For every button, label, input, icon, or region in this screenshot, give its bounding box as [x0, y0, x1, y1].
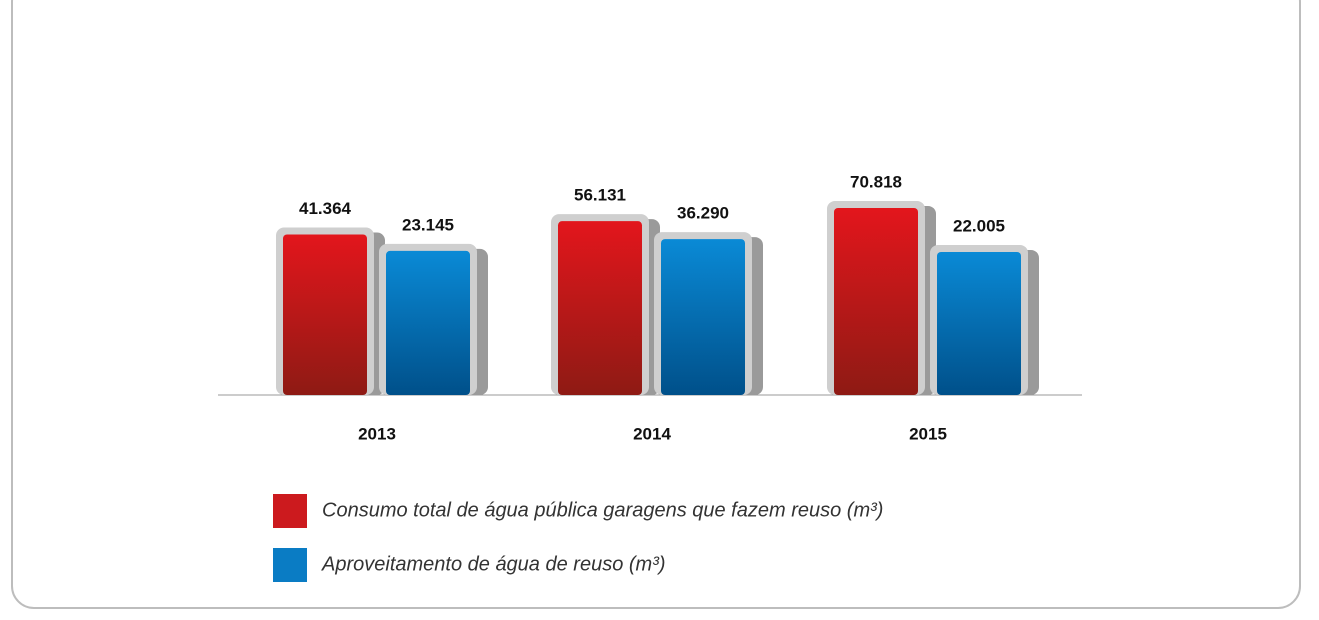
bar	[558, 221, 642, 395]
value-label: 56.131	[574, 186, 626, 205]
bar	[661, 239, 745, 395]
bar	[386, 250, 470, 395]
value-label: 70.818	[850, 172, 902, 191]
bar	[937, 251, 1021, 395]
value-label: 23.145	[402, 215, 454, 234]
x-tick-label: 2015	[909, 424, 947, 443]
value-label: 22.005	[953, 216, 1005, 235]
x-tick-label: 2013	[358, 424, 396, 443]
legend-label: Consumo total de água pública garagens q…	[322, 499, 883, 521]
legend-swatch	[273, 548, 307, 582]
legend-swatch	[273, 494, 307, 528]
x-tick-label: 2014	[633, 424, 671, 443]
legend-label: Aproveitamento de água de reuso (m³)	[321, 553, 666, 575]
bar	[283, 234, 367, 395]
value-label: 41.364	[299, 199, 352, 218]
bar	[834, 207, 918, 395]
value-label: 36.290	[677, 204, 729, 223]
panel	[11, 0, 1301, 609]
